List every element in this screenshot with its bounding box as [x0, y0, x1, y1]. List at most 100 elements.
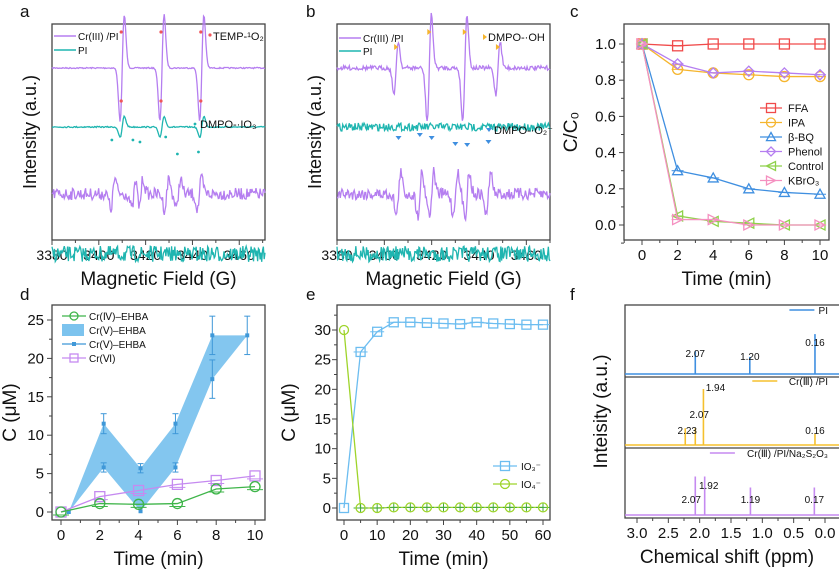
y-tick-label: 0.8: [595, 72, 616, 89]
data-point: [372, 502, 383, 514]
peak-marker: [495, 44, 500, 50]
peak-marker: [119, 99, 123, 103]
peak-label: 2.07: [686, 349, 706, 360]
panel-d: 0 2 4 6 8 10 0 5 10 15 20 25 Time (min) C (μM) Cr(Ⅳ)–E…: [0, 304, 266, 570]
annotation-label: DMPO-·O₂⁻: [494, 125, 553, 137]
data-point: [778, 67, 791, 79]
band-area: [68, 335, 248, 512]
data-point: [765, 160, 777, 172]
data-point: [671, 57, 684, 70]
peak-marker: [416, 133, 423, 137]
legend-label: KBrO₃: [788, 176, 819, 188]
series-line-2: [51, 172, 266, 215]
y-axis-label: Intensity (a.u.): [305, 75, 325, 189]
x-tick-label: 0.5: [783, 525, 804, 542]
data-point: [173, 465, 178, 470]
series-line-3: [336, 244, 551, 264]
data-point: [636, 38, 648, 50]
y-tick-label: 0.2: [595, 181, 616, 198]
series-line-1: [343, 329, 543, 509]
data-point: [537, 319, 549, 330]
x-tick-label: 10: [247, 527, 264, 544]
peak-label: 2.07: [682, 495, 702, 506]
peak-marker: [485, 140, 492, 144]
x-tick-label: 4: [134, 527, 142, 544]
x-tick-label: 50: [501, 527, 518, 544]
data-point: [504, 502, 515, 513]
y-tick-label: 10: [27, 427, 44, 444]
x-tick-label: 10: [369, 527, 386, 544]
data-point: [405, 502, 416, 513]
data-point: [138, 509, 143, 514]
peak-label: 1.94: [706, 383, 726, 394]
peak-label: 0.17: [805, 495, 825, 506]
data-point: [521, 502, 532, 513]
annotation-marker: [486, 128, 492, 132]
peak-marker: [199, 30, 203, 34]
y-tick-label: 25: [314, 352, 331, 369]
data-point: [210, 483, 222, 495]
data-point: [537, 502, 549, 513]
peak-label: 0.16: [805, 338, 825, 349]
legend-label: Cr(Ⅲ) /PI: [789, 377, 828, 388]
y-tick-label: 5: [36, 466, 44, 483]
peak-marker: [427, 29, 432, 35]
y-axis-label: Intensity (a.u.): [20, 75, 40, 189]
data-point: [471, 502, 482, 513]
data-point: [173, 421, 178, 426]
data-point: [132, 498, 145, 510]
x-tick-label: 20: [402, 527, 419, 544]
peak-label: 2.07: [690, 410, 710, 421]
y-axis-label: C/C₀: [561, 112, 582, 153]
x-tick-label: 0: [638, 247, 646, 264]
y-tick-label: 5: [323, 470, 331, 487]
y-tick-label: 0.6: [595, 108, 616, 125]
data-point: [388, 317, 399, 328]
x-tick-label: 10: [812, 247, 829, 264]
legend-label: Cr(Ⅲ) /PI/Na₂S₂O₃: [747, 449, 828, 460]
plot-frame: [51, 23, 266, 241]
annotation-label: TEMP-¹O₂: [213, 31, 264, 43]
series-line-3: [641, 43, 821, 76]
data-point: [765, 102, 777, 114]
data-point: [438, 502, 449, 513]
data-point: [504, 318, 515, 330]
legend-swatch: [62, 324, 84, 336]
plot-frame: [336, 23, 551, 241]
data-point: [405, 317, 416, 328]
annotation-marker: [483, 34, 487, 40]
peak-marker: [138, 140, 142, 144]
data-point: [245, 333, 250, 338]
peak-marker: [395, 136, 402, 140]
legend-label: IO₃⁻: [521, 462, 541, 473]
legend-label: PI: [363, 47, 372, 58]
peak-marker: [428, 136, 435, 140]
data-point: [488, 502, 499, 513]
data-point: [72, 342, 76, 346]
data-point: [388, 502, 399, 513]
panel-e: 0 10 20 30 40 50 60 0 5 10 15 20 25 30 Time (min) C (μM…: [279, 304, 551, 570]
peak-label: 2.23: [678, 426, 698, 437]
data-point: [355, 346, 366, 358]
legend-label: Cr(III) /PI: [363, 34, 404, 45]
y-tick-label: 10: [314, 441, 331, 458]
panel-label-e: e: [306, 285, 315, 304]
y-tick-label: 30: [314, 322, 331, 339]
series-line-1: [336, 121, 551, 133]
x-tick-label: 4: [709, 247, 717, 264]
data-point: [421, 317, 433, 329]
plot-frame: [623, 23, 830, 241]
panel-c: 0 2 4 6 8 10 0.0 0.2 0.4 0.6 0.8 1.0 Time (min) C/C₀ F…: [561, 23, 830, 290]
data-point: [421, 502, 433, 513]
series-line-0: [51, 14, 266, 122]
peak-label: 1.92: [699, 481, 719, 492]
peak-marker: [462, 29, 467, 35]
x-axis-label: Chemical shift (ppm): [640, 547, 814, 568]
x-tick-label: 6: [173, 527, 181, 544]
x-tick-label: 2.5: [658, 525, 679, 542]
legend-label: FFA: [788, 103, 809, 115]
plot-frame: [624, 304, 839, 519]
annotation-label: DMPO-·IO₃: [200, 119, 256, 131]
